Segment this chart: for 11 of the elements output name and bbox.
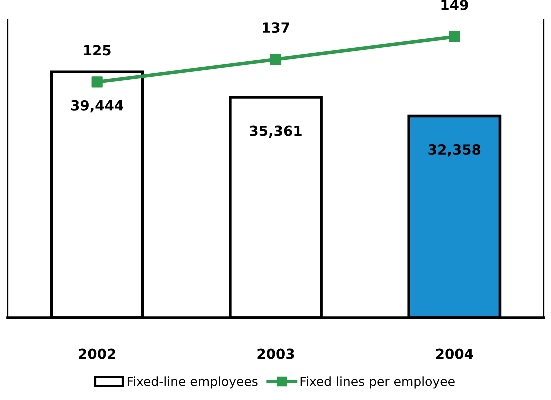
x-tick-label: 2002 <box>79 348 116 360</box>
legend-label: Fixed lines per employee <box>300 376 455 389</box>
data-label: 125 <box>84 45 111 56</box>
x-tick-label: 2003 <box>258 348 294 360</box>
legend-label: Fixed-line employees <box>128 376 258 389</box>
data-label: 35,361 <box>250 126 302 138</box>
data-label: 149 <box>442 0 468 10</box>
data-label: 137 <box>263 22 290 34</box>
data-label: 32,358 <box>428 144 481 157</box>
data-label: 39,444 <box>71 100 124 113</box>
x-tick-label: 2004 <box>436 348 474 360</box>
